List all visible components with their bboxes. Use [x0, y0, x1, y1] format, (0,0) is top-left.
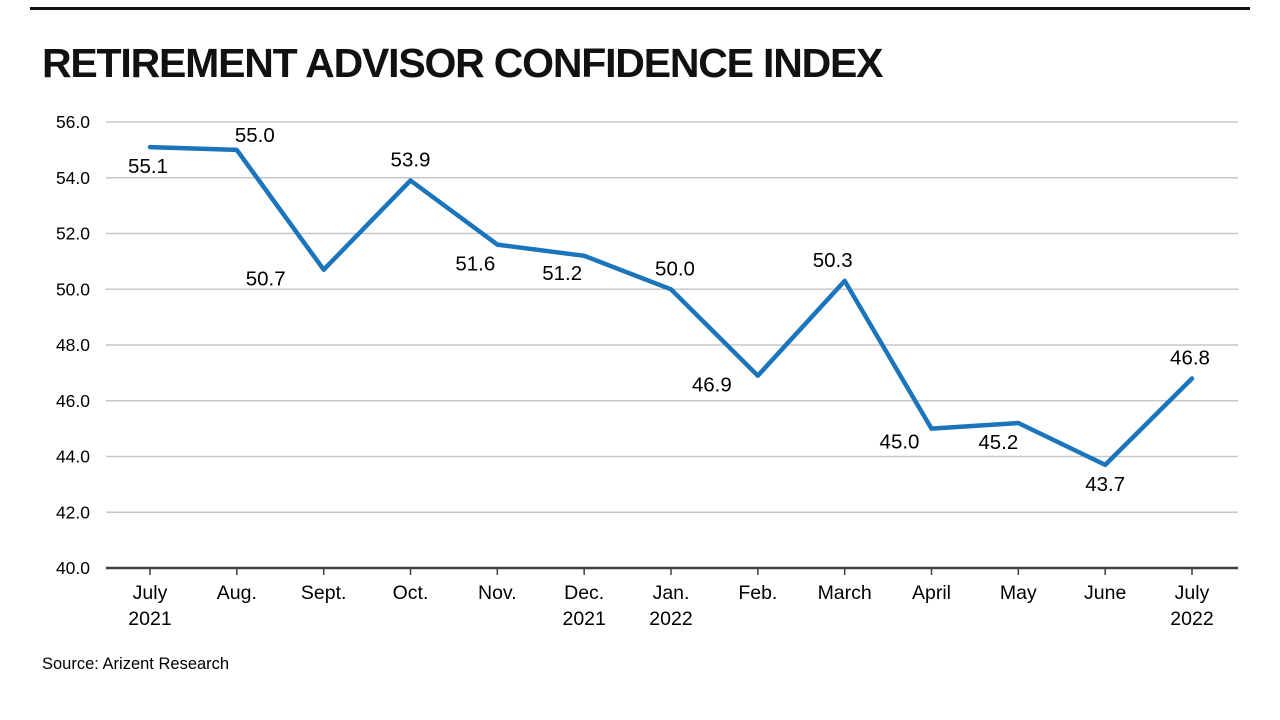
svg-text:Sept.: Sept. [301, 582, 347, 604]
svg-text:Jan.: Jan. [653, 582, 690, 604]
svg-text:52.0: 52.0 [56, 224, 90, 244]
svg-text:Aug.: Aug. [217, 582, 257, 604]
svg-text:May: May [1000, 582, 1037, 604]
svg-text:45.2: 45.2 [978, 431, 1018, 454]
chart-title: RETIREMENT ADVISOR CONFIDENCE INDEX [42, 40, 884, 86]
svg-text:48.0: 48.0 [56, 335, 90, 355]
svg-text:50.0: 50.0 [655, 257, 695, 280]
svg-text:July: July [1175, 582, 1210, 604]
svg-text:Dec.: Dec. [564, 582, 604, 604]
svg-text:50.0: 50.0 [56, 279, 90, 299]
svg-text:50.7: 50.7 [246, 268, 286, 291]
svg-text:46.9: 46.9 [692, 374, 732, 397]
svg-text:2022: 2022 [649, 608, 692, 630]
svg-text:Feb.: Feb. [738, 582, 777, 604]
svg-text:43.7: 43.7 [1085, 473, 1125, 496]
svg-text:51.2: 51.2 [542, 262, 582, 285]
svg-text:40.0: 40.0 [56, 558, 90, 578]
svg-text:54.0: 54.0 [56, 168, 90, 188]
svg-text:Oct.: Oct. [393, 582, 429, 604]
svg-text:53.9: 53.9 [391, 149, 431, 172]
svg-text:55.1: 55.1 [128, 155, 168, 178]
svg-text:2021: 2021 [128, 608, 171, 630]
source-note: Source: Arizent Research [42, 655, 230, 673]
svg-text:2022: 2022 [1170, 608, 1213, 630]
svg-text:March: March [818, 582, 872, 604]
svg-text:45.0: 45.0 [880, 431, 920, 454]
svg-text:46.0: 46.0 [56, 391, 90, 411]
svg-text:June: June [1084, 582, 1126, 604]
svg-text:2021: 2021 [562, 608, 605, 630]
svg-text:July: July [133, 582, 168, 604]
svg-text:55.0: 55.0 [235, 124, 275, 147]
top-rule [30, 7, 1250, 10]
svg-text:42.0: 42.0 [56, 502, 90, 522]
svg-text:44.0: 44.0 [56, 447, 90, 467]
svg-text:Nov.: Nov. [478, 582, 517, 604]
svg-text:50.3: 50.3 [813, 249, 853, 272]
svg-text:46.8: 46.8 [1170, 347, 1210, 370]
svg-text:56.0: 56.0 [56, 112, 90, 132]
svg-text:51.6: 51.6 [455, 253, 495, 276]
svg-text:April: April [912, 582, 951, 604]
